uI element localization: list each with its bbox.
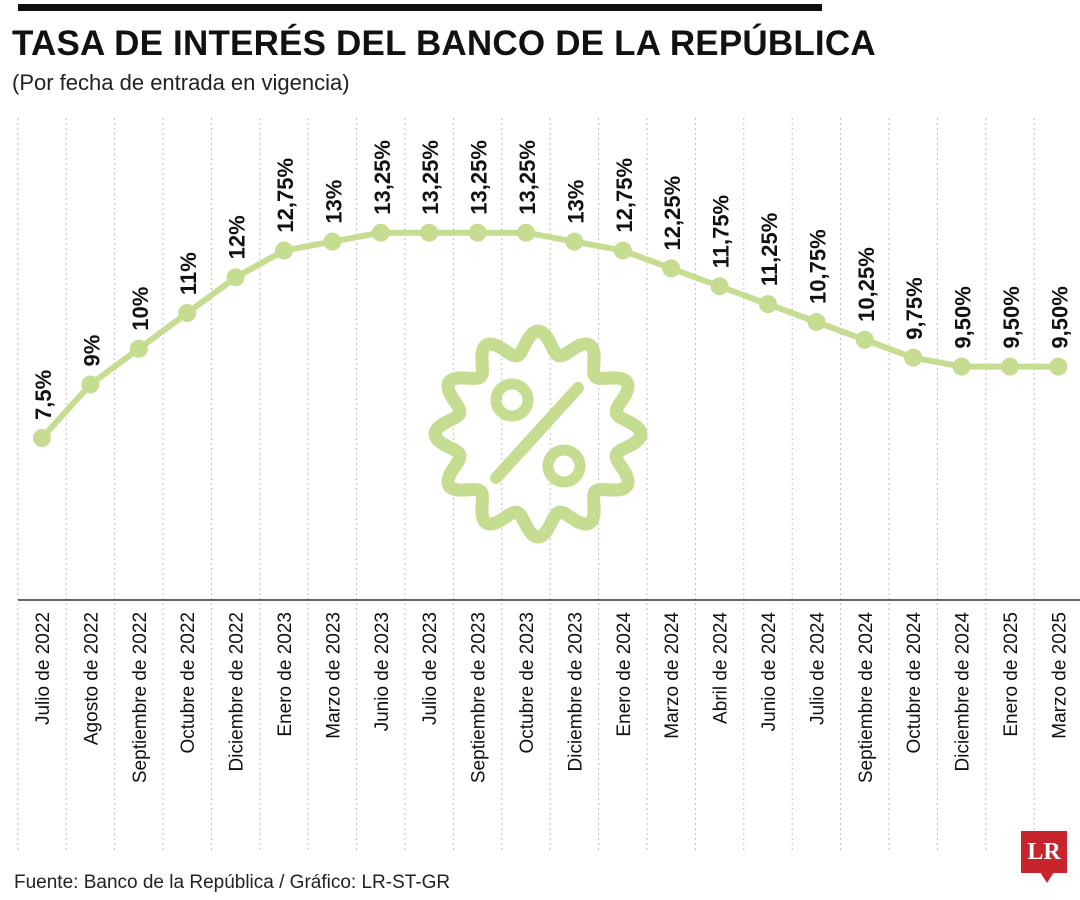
chart-subtitle: (Por fecha de entrada en vigencia) <box>12 70 350 95</box>
data-point <box>129 339 148 358</box>
percent-dot-top <box>490 378 534 422</box>
data-point <box>807 312 826 331</box>
lr-logo: LR <box>1021 831 1067 873</box>
tick-label: Enero de 2023 <box>275 612 296 737</box>
tick-label: Enero de 2025 <box>1001 612 1022 737</box>
data-point <box>1001 357 1019 376</box>
tick-label: Junio de 2024 <box>759 612 780 732</box>
data-label: 13,25% <box>370 140 395 215</box>
source-note: Fuente: Banco de la República / Gráfico:… <box>14 872 451 893</box>
data-label: 11,75% <box>709 195 734 268</box>
percent-slash <box>490 382 584 484</box>
data-label: 12,25% <box>660 176 685 251</box>
tick-label: Diciembre de 2022 <box>227 612 248 771</box>
data-label: 13% <box>321 180 346 224</box>
series-rate <box>33 223 1068 447</box>
tick-label: Marzo de 2023 <box>323 612 344 739</box>
data-point <box>517 223 535 242</box>
data-label: 9% <box>79 335 104 367</box>
data-point <box>904 348 923 367</box>
lr-logo-tail <box>1040 872 1054 883</box>
tick-label: Enero de 2024 <box>614 612 635 737</box>
data-point <box>468 223 487 242</box>
data-point <box>613 241 632 260</box>
percent-dot-bottom <box>542 444 586 488</box>
data-point <box>371 223 390 242</box>
data-label: 9,50% <box>951 286 976 348</box>
tick-label: Septiembre de 2022 <box>130 612 151 783</box>
data-label: 13,25% <box>418 140 443 215</box>
data-label: 10,75% <box>805 229 830 304</box>
chart-title: TASA DE INTERÉS DEL BANCO DE LA REPÚBLIC… <box>12 24 876 63</box>
tick-label: Diciembre de 2024 <box>953 612 974 772</box>
data-label: 10,25% <box>854 247 879 322</box>
lr-logo-text: LR <box>1027 839 1061 865</box>
tick-label: Octubre de 2024 <box>904 612 925 754</box>
data-point <box>275 241 293 260</box>
series-line <box>39 229 1059 441</box>
tick-label: Septiembre de 2023 <box>469 612 490 783</box>
data-point <box>33 429 51 447</box>
data-point <box>226 268 245 287</box>
data-point <box>759 295 777 314</box>
data-point <box>420 223 439 242</box>
data-label: 13% <box>563 180 588 224</box>
tick-label: Septiembre de 2024 <box>856 612 877 784</box>
tick-label: Agosto de 2022 <box>81 612 102 745</box>
data-label: 11% <box>176 252 201 295</box>
data-label: 9,75% <box>902 277 927 339</box>
data-point <box>323 232 342 251</box>
data-label: 13,25% <box>467 140 492 215</box>
data-label: 9,50% <box>999 286 1024 348</box>
tick-label: Junio de 2023 <box>372 612 393 731</box>
data-label: 7,5% <box>31 370 56 420</box>
data-point <box>178 304 197 323</box>
data-point <box>855 330 874 349</box>
tick-label: Octubre de 2023 <box>517 612 538 754</box>
data-point <box>81 375 100 394</box>
data-point <box>952 357 971 376</box>
data-point <box>710 277 729 296</box>
data-label: 10% <box>128 287 153 331</box>
data-label: 12% <box>225 215 250 259</box>
tick-label: Julio de 2024 <box>807 612 828 725</box>
tick-label: Abril de 2024 <box>711 612 732 724</box>
data-point <box>662 259 681 278</box>
tick-label: Diciembre de 2023 <box>565 612 586 771</box>
data-label: 12,75% <box>273 158 298 233</box>
x-tick-labels: Julio de 2022 Agosto de 2022 Septiembre de… <box>33 612 1070 784</box>
tick-label: Marzo de 2025 <box>1049 612 1070 739</box>
tick-label: Marzo de 2024 <box>662 612 683 739</box>
tick-label: Julio de 2022 <box>33 612 54 725</box>
data-label: 11,25% <box>757 213 782 286</box>
data-label: 12,75% <box>612 158 637 233</box>
data-labels: 7,5% 9% 10% 11% 12% 12,75% 13% 13,25% 13,25% 13,2… <box>31 140 1072 420</box>
data-point <box>565 232 584 251</box>
top-rule <box>18 4 822 11</box>
tick-label: Julio de 2023 <box>420 612 441 725</box>
data-point <box>1049 357 1068 376</box>
data-label: 13,25% <box>515 140 540 215</box>
percent-badge-icon <box>428 324 648 544</box>
tick-label: Octubre de 2022 <box>178 612 199 754</box>
data-label: 9,50% <box>1047 286 1072 348</box>
